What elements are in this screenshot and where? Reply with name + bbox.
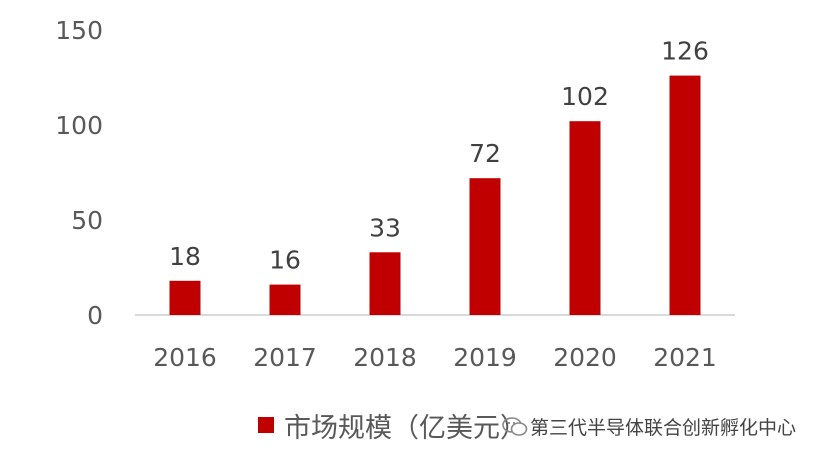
data-label-2020: 102 xyxy=(561,82,609,111)
bar-2020 xyxy=(569,121,601,315)
x-axis: 2016 2017 2018 2019 2020 2021 xyxy=(153,343,717,372)
watermark: 第三代半导体联合创新孵化中心 xyxy=(502,413,797,440)
data-label-2016: 18 xyxy=(169,242,201,271)
y-axis: 0 50 100 150 xyxy=(55,16,103,330)
legend-swatch xyxy=(258,417,274,433)
data-label-2017: 16 xyxy=(269,246,301,275)
bars: 18 16 33 72 102 126 xyxy=(169,37,709,315)
x-tick-label: 2016 xyxy=(153,343,217,372)
legend-label: 市场规模（亿美元） xyxy=(284,412,527,444)
x-tick-label: 2017 xyxy=(253,343,317,372)
legend: 市场规模（亿美元） xyxy=(258,408,527,444)
wechat-icon xyxy=(502,416,528,436)
data-label-2018: 33 xyxy=(369,213,401,242)
y-tick-label: 50 xyxy=(71,206,103,235)
bar-2018 xyxy=(369,252,401,315)
x-tick-label: 2019 xyxy=(453,343,517,372)
y-tick-label: 150 xyxy=(55,16,103,45)
bar-2016 xyxy=(169,280,201,315)
bar-2019 xyxy=(469,178,501,315)
data-label-2021: 126 xyxy=(661,37,709,66)
x-tick-label: 2021 xyxy=(653,343,717,372)
x-tick-label: 2018 xyxy=(353,343,417,372)
watermark-text: 第三代半导体联合创新孵化中心 xyxy=(530,413,797,440)
x-tick-label: 2020 xyxy=(553,343,617,372)
bar-2017 xyxy=(269,284,301,315)
y-tick-label: 0 xyxy=(87,301,103,330)
y-tick-label: 100 xyxy=(55,111,103,140)
data-label-2019: 72 xyxy=(469,139,501,168)
bar-2021 xyxy=(669,75,701,315)
